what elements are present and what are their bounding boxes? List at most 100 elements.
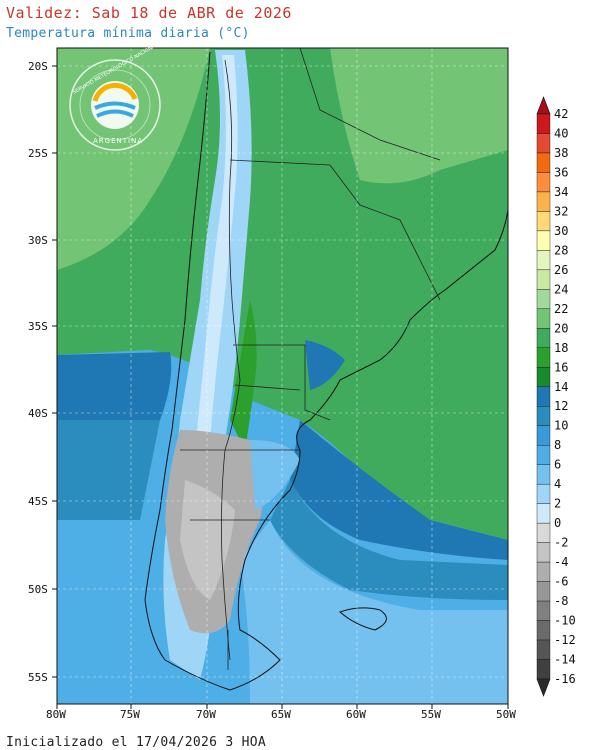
chubut-cool-zone <box>250 440 300 510</box>
province-border-rio-negro <box>234 384 301 391</box>
legend-color-box <box>536 445 551 465</box>
river-plate-cool-patch <box>305 340 345 390</box>
legend-level-label: 6 <box>554 458 561 472</box>
legend-color-box <box>536 542 551 563</box>
logo-bottom-text: ARGENTINA <box>93 137 143 145</box>
legend-color-box <box>536 386 551 407</box>
legend-color-box <box>536 425 551 446</box>
lat-tick-label: 25S <box>28 147 48 160</box>
legend-level-label: 32 <box>554 204 568 218</box>
map-subtitle: Temperatura mínima diaria (°C) <box>6 26 250 41</box>
legend-level-label: 14 <box>554 380 568 394</box>
initialization-time: Inicializado el 17/04/2026 3 HOA <box>6 735 267 750</box>
falkland-islands <box>339 607 387 631</box>
lon-tick-label: 50W <box>496 708 516 721</box>
legend-color-box <box>536 522 551 543</box>
atlantic-band-12 <box>290 420 508 560</box>
legend-color-box <box>536 133 551 154</box>
lon-tick-label: 55W <box>421 708 441 721</box>
legend-level-label: 12 <box>554 399 568 413</box>
legend-color-box <box>536 483 551 504</box>
legend-level-label: 16 <box>554 360 568 374</box>
legend-color-box <box>536 250 551 271</box>
legend-color-box <box>536 620 551 641</box>
chile-argentina-border <box>221 59 241 661</box>
legend-level-label: 28 <box>554 243 568 257</box>
sun-arc-icon <box>92 82 138 102</box>
pacific-band-10 <box>57 420 160 520</box>
legend-level-label: 24 <box>554 282 568 296</box>
legend-color-box <box>536 406 551 426</box>
latitude-axis: 20S 25S 30S 35S 40S 45S 50S 55S <box>28 60 48 684</box>
legend-color-box <box>536 600 551 621</box>
legend-color-box <box>536 308 551 329</box>
legend-level-label: 0 <box>554 516 561 530</box>
legend-color-box <box>536 367 551 387</box>
legend-level-label: 4 <box>554 477 561 491</box>
wave-icon <box>96 109 134 118</box>
legend-color-box <box>536 289 551 310</box>
lon-tick-label: 65W <box>271 708 291 721</box>
warm-zone-20-22 <box>57 48 508 184</box>
legend-color-box <box>536 152 551 173</box>
pacific-band-12 <box>57 352 172 420</box>
legend-color-scale <box>536 96 551 697</box>
legend-level-label: -8 <box>554 594 568 608</box>
legend-level-label: -10 <box>554 614 576 628</box>
atlantic-band-4-6 <box>240 520 508 704</box>
legend-level-label: 18 <box>554 341 568 355</box>
lon-ticks <box>56 704 509 709</box>
legend-level-label: 30 <box>554 224 568 238</box>
andes-peaks-band <box>196 55 238 440</box>
legend-level-label: 36 <box>554 165 568 179</box>
legend-top-arrow <box>536 96 551 115</box>
lat-tick-label: 45S <box>28 495 48 508</box>
lat-ticks <box>52 65 57 678</box>
lat-tick-label: 20S <box>28 60 48 73</box>
legend-level-label: 40 <box>554 126 568 140</box>
pampas-zone <box>230 300 257 450</box>
lon-tick-label: 75W <box>120 708 140 721</box>
wave-icon <box>94 101 136 110</box>
lon-tick-label: 80W <box>46 708 66 721</box>
legend-level-label: -14 <box>554 653 576 667</box>
graticule <box>57 48 508 704</box>
lat-tick-label: 55S <box>28 671 48 684</box>
legend-level-label: 34 <box>554 185 568 199</box>
legend-color-box <box>536 211 551 232</box>
legend-level-label: 42 <box>554 107 568 121</box>
legend-level-label: 20 <box>554 321 568 335</box>
legend-bottom-arrow <box>536 678 551 697</box>
country-borders <box>180 48 441 670</box>
legend-level-label: 26 <box>554 263 568 277</box>
legend-level-label: -2 <box>554 536 568 550</box>
legend-color-box <box>536 269 551 290</box>
atlantic-band-10 <box>270 480 508 600</box>
legend-color-box <box>536 230 551 251</box>
legend-level-label: 38 <box>554 146 568 160</box>
legend-color-box <box>536 172 551 193</box>
lat-tick-label: 50S <box>28 583 48 596</box>
uruguay-brazil-coast <box>409 209 508 321</box>
legend-color-box <box>536 347 551 368</box>
legend-level-label: 10 <box>554 419 568 433</box>
lat-tick-label: 30S <box>28 234 48 247</box>
bolivia-paraguay-border <box>299 48 441 161</box>
legend-labels: 424038363432302826242220181614121086420-… <box>554 107 576 686</box>
legend-color-box <box>536 561 551 582</box>
map-title: Validez: Sab 18 de ABR de 2026 <box>6 4 292 22</box>
legend-color-box <box>536 659 551 680</box>
lon-tick-label: 70W <box>196 708 216 721</box>
lat-tick-label: 35S <box>28 320 48 333</box>
atlantic-coastline <box>229 319 411 691</box>
legend-level-label: -4 <box>554 555 568 569</box>
legend-color-box <box>536 191 551 212</box>
northern-border <box>229 159 441 301</box>
legend-level-label: 8 <box>554 438 561 452</box>
legend-level-label: -16 <box>554 672 576 686</box>
lon-tick-label: 60W <box>346 708 366 721</box>
legend-color-box <box>536 113 551 134</box>
legend-level-label: 2 <box>554 497 561 511</box>
